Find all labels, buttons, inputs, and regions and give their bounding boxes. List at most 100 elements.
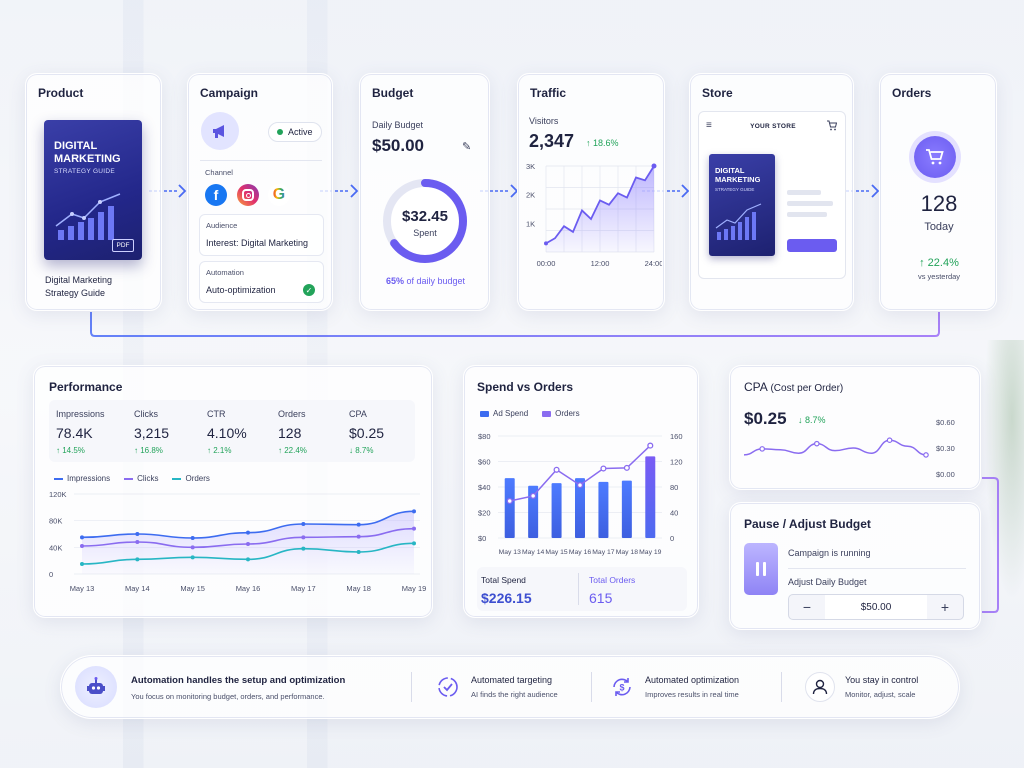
traffic-point bbox=[544, 241, 548, 246]
automation-box[interactable]: Automation Auto-optimization ✓ bbox=[199, 261, 324, 303]
status-text: Active bbox=[288, 127, 313, 137]
pause-icon bbox=[756, 562, 766, 576]
pause-adjust-card[interactable]: Pause / Adjust Budget Campaign is runnin… bbox=[729, 502, 981, 630]
store-preview[interactable]: ≡ YOUR STORE DIGITAL MARKETING STRATEGY G… bbox=[698, 111, 846, 279]
orders-period: Today bbox=[924, 221, 954, 233]
menu-icon[interactable]: ≡ bbox=[706, 120, 712, 131]
visitors-value: 2,347 bbox=[529, 131, 575, 151]
user-icon bbox=[805, 672, 835, 702]
product-caption-line-2: Strategy Guide bbox=[45, 288, 106, 298]
budget-percent: 65% bbox=[385, 276, 404, 286]
footer-divider bbox=[591, 672, 592, 702]
pause-button[interactable] bbox=[744, 543, 778, 595]
performance-point-clicks bbox=[135, 540, 140, 544]
control-title: You stay in control bbox=[845, 675, 919, 685]
metric-value: 128 bbox=[278, 425, 302, 441]
budget-stepper-value[interactable]: $50.00 bbox=[825, 595, 927, 619]
stay-in-control-item: You stay in control Monitor, adjust, scal… bbox=[805, 656, 918, 718]
decrease-button[interactable]: − bbox=[802, 599, 812, 615]
visitors-change: ↑ 18.6% bbox=[586, 138, 619, 148]
active-dot-icon bbox=[277, 129, 283, 135]
performance-point-impressions bbox=[301, 522, 306, 526]
legend-impressions: Impressions bbox=[54, 474, 110, 483]
orders-card[interactable]: Orders 128 Today ↑ 22.4% vs yesterday bbox=[879, 73, 997, 311]
visitors-label: Visitors bbox=[529, 116, 559, 126]
performance-point-impressions bbox=[246, 530, 250, 535]
traffic-y-tick: 1K bbox=[526, 219, 535, 228]
cpa-card[interactable]: CPA (Cost per Order) $0.25 ↓ 8.7% $0.60 $… bbox=[729, 365, 981, 490]
store-title: Store bbox=[702, 86, 733, 100]
campaign-running-status: Campaign is running bbox=[788, 548, 871, 558]
facebook-icon[interactable]: f bbox=[205, 184, 227, 206]
instagram-icon[interactable] bbox=[237, 184, 259, 206]
product-book-cover[interactable]: DIGITAL MARKETING STRATEGY GUIDE PDF bbox=[44, 120, 142, 260]
legend-clicks: Clicks bbox=[124, 474, 158, 483]
performance-x-tick: May 14 bbox=[125, 584, 150, 593]
metric-orders: Orders 128 ↑ 22.4% bbox=[278, 409, 307, 455]
spend-x-tick: May 15 bbox=[545, 549, 568, 556]
cart-icon[interactable] bbox=[826, 120, 837, 131]
performance-y-tick: 80K bbox=[49, 517, 62, 526]
orders-point bbox=[647, 442, 654, 449]
spend-bar bbox=[621, 480, 632, 538]
spend-bar bbox=[575, 478, 585, 538]
performance-point-impressions bbox=[190, 536, 195, 540]
metric-label: CPA bbox=[349, 409, 367, 419]
product-card[interactable]: Product DIGITAL MARKETING STRATEGY GUIDE … bbox=[25, 73, 162, 311]
spend-x-tick: May 14 bbox=[522, 549, 545, 556]
spend-y-right-tick: 80 bbox=[670, 483, 678, 492]
footer-main-desc: You focus on monitoring budget, orders, … bbox=[131, 692, 325, 701]
increase-button[interactable]: + bbox=[940, 599, 950, 615]
budget-stepper[interactable]: − $50.00 + bbox=[788, 594, 964, 620]
product-title: Product bbox=[38, 86, 84, 100]
budget-ring bbox=[383, 179, 467, 263]
spend-x-tick: May 16 bbox=[569, 549, 592, 556]
automation-value: Auto-optimization bbox=[206, 285, 276, 295]
pause-title: Pause / Adjust Budget bbox=[744, 517, 871, 531]
performance-x-tick: May 19 bbox=[402, 584, 427, 593]
spend-y-left-tick: $0 bbox=[478, 534, 486, 543]
daily-budget-label: Daily Budget bbox=[372, 120, 424, 130]
channel-label: Channel bbox=[205, 168, 233, 177]
spent-label: Spent bbox=[413, 228, 437, 238]
legend-orders-label: Orders bbox=[555, 409, 580, 418]
metric-label: Orders bbox=[278, 409, 306, 419]
audience-box[interactable]: Audience Interest: Digital Marketing bbox=[199, 214, 324, 256]
traffic-x-tick: 24:00 bbox=[645, 259, 662, 268]
performance-point-orders bbox=[301, 546, 306, 551]
book-chart-icon bbox=[55, 193, 121, 240]
metric-change: ↑ 22.4% bbox=[278, 446, 307, 455]
performance-point-impressions bbox=[412, 509, 416, 514]
traffic-card[interactable]: Traffic Visitors 2,347 ↑ 18.6% 3K 2K 1K 00:… bbox=[517, 73, 665, 311]
cpa-change: ↓ 8.7% bbox=[798, 415, 826, 425]
edit-pencil-icon[interactable]: ✎ bbox=[462, 141, 472, 153]
status-badge-active: Active bbox=[268, 122, 322, 142]
google-icon[interactable]: G bbox=[268, 184, 290, 206]
cpa-point bbox=[814, 440, 820, 447]
store-card[interactable]: Store ≡ YOUR STORE DIGITAL MARKETING STRA… bbox=[689, 73, 854, 311]
pdf-badge: PDF bbox=[112, 239, 134, 252]
spend-y-right-tick: 40 bbox=[670, 509, 678, 518]
background-plant bbox=[984, 340, 1024, 600]
cpa-point bbox=[923, 452, 929, 458]
performance-title: Performance bbox=[49, 380, 123, 394]
spend-y-right-tick: 120 bbox=[670, 458, 683, 467]
performance-y-tick: 40K bbox=[49, 543, 62, 552]
metric-value: $0.25 bbox=[349, 425, 385, 441]
budget-percent-text: 65% of daily budget bbox=[360, 276, 491, 286]
metric-change: ↑ 2.1% bbox=[207, 446, 232, 455]
store-book-title-1: DIGITAL bbox=[715, 166, 745, 175]
performance-point-clicks bbox=[80, 544, 84, 548]
automated-optimization-item: $ Automated optimization Improves results… bbox=[609, 656, 739, 718]
performance-chart: 120K 80K 40K 0 May 13 May 14 May 15 May 16 May 1… bbox=[49, 490, 427, 593]
cpa-line bbox=[743, 439, 927, 456]
campaign-card[interactable]: Campaign Active Channel f G Audience Int… bbox=[187, 73, 333, 311]
store-book-cover[interactable]: DIGITAL MARKETING STRATEGY GUIDE bbox=[709, 154, 775, 256]
performance-card[interactable]: Performance Impressions 78.4K ↑ 14.5% Click… bbox=[33, 365, 433, 618]
performance-point-clicks bbox=[301, 535, 306, 540]
budget-card[interactable]: Budget Daily Budget $50.00 ✎ $32.45 Spen… bbox=[359, 73, 490, 311]
performance-x-tick: May 16 bbox=[236, 584, 261, 593]
spend-vs-orders-card[interactable]: Spend vs Orders Ad Spend Orders $80 160 $6… bbox=[463, 365, 699, 618]
buy-button[interactable] bbox=[787, 239, 837, 252]
metrics-strip: Impressions 78.4K ↑ 14.5% Clicks 3,215 ↑ 16.8… bbox=[49, 400, 415, 462]
